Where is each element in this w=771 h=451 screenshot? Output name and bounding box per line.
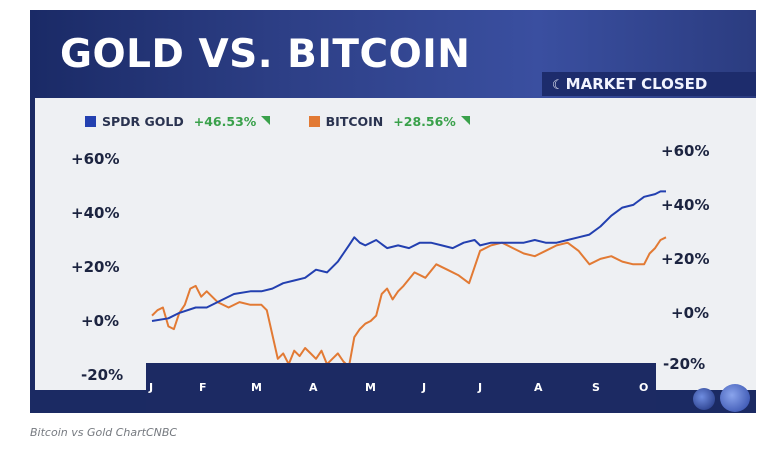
legend-label-gold: SPDR GOLD xyxy=(102,114,184,129)
x-tick-label: M xyxy=(365,381,376,394)
network-logo-icon xyxy=(693,388,715,410)
legend-item-bitcoin: BITCOIN +28.56% xyxy=(308,114,470,129)
y-tick-left-0: +0% xyxy=(81,312,120,330)
market-status-badge: ☾ MARKET CLOSED xyxy=(542,72,756,96)
image-caption: Bitcoin vs Gold ChartCNBC xyxy=(30,426,178,439)
y-tick-left-60: +60% xyxy=(71,150,120,168)
legend-swatch-bitcoin xyxy=(308,116,320,127)
x-tick-label: J xyxy=(422,381,427,394)
x-tick-label: M xyxy=(251,381,262,394)
x-tick-label: J xyxy=(149,381,154,394)
x-tick-label: A xyxy=(309,381,318,394)
network-bug-icon xyxy=(720,384,750,412)
tv-screen: GOLD VS. BITCOIN ☾ MARKET CLOSED SPDR GOL… xyxy=(30,10,756,413)
x-tick-label: S xyxy=(592,381,600,394)
x-tick-label: O xyxy=(639,381,649,394)
x-tick-label: A xyxy=(534,381,543,394)
line-plot xyxy=(151,190,667,368)
y-tick-right-20: +20% xyxy=(661,250,710,268)
series-line-gold xyxy=(151,190,666,322)
trend-arrow-icon xyxy=(460,116,470,125)
legend-swatch-gold xyxy=(85,116,96,127)
y-tick-right-60: +60% xyxy=(661,142,710,160)
chart-panel: SPDR GOLD +46.53% BITCOIN +28.56% +60% +40… xyxy=(35,98,756,390)
y-tick-right-0: +0% xyxy=(671,304,710,322)
market-status-text: MARKET CLOSED xyxy=(565,75,708,93)
legend-change-gold: +46.53% xyxy=(193,114,257,129)
series-line-bitcoin xyxy=(151,236,667,368)
legend-item-gold: SPDR GOLD +46.53% xyxy=(85,114,271,129)
trend-arrow-icon xyxy=(261,116,271,125)
legend-change-bitcoin: +28.56% xyxy=(393,114,456,129)
x-axis-bar: J F M A M J J A S O xyxy=(146,363,656,413)
y-tick-left-minus20: -20% xyxy=(81,366,124,384)
headline-title: GOLD VS. BITCOIN xyxy=(60,32,471,77)
y-tick-left-40: +40% xyxy=(71,204,120,222)
legend-label-bitcoin: BITCOIN xyxy=(325,114,384,129)
chart-legend: SPDR GOLD +46.53% BITCOIN +28.56% xyxy=(85,114,504,132)
y-tick-right-40: +40% xyxy=(661,196,710,214)
y-tick-right-minus20: -20% xyxy=(663,355,706,373)
x-tick-label: F xyxy=(199,381,207,394)
y-tick-left-20: +20% xyxy=(71,258,120,276)
headline-band: GOLD VS. BITCOIN xyxy=(30,10,756,98)
x-tick-label: J xyxy=(478,381,483,394)
moon-icon: ☾ xyxy=(552,78,564,93)
